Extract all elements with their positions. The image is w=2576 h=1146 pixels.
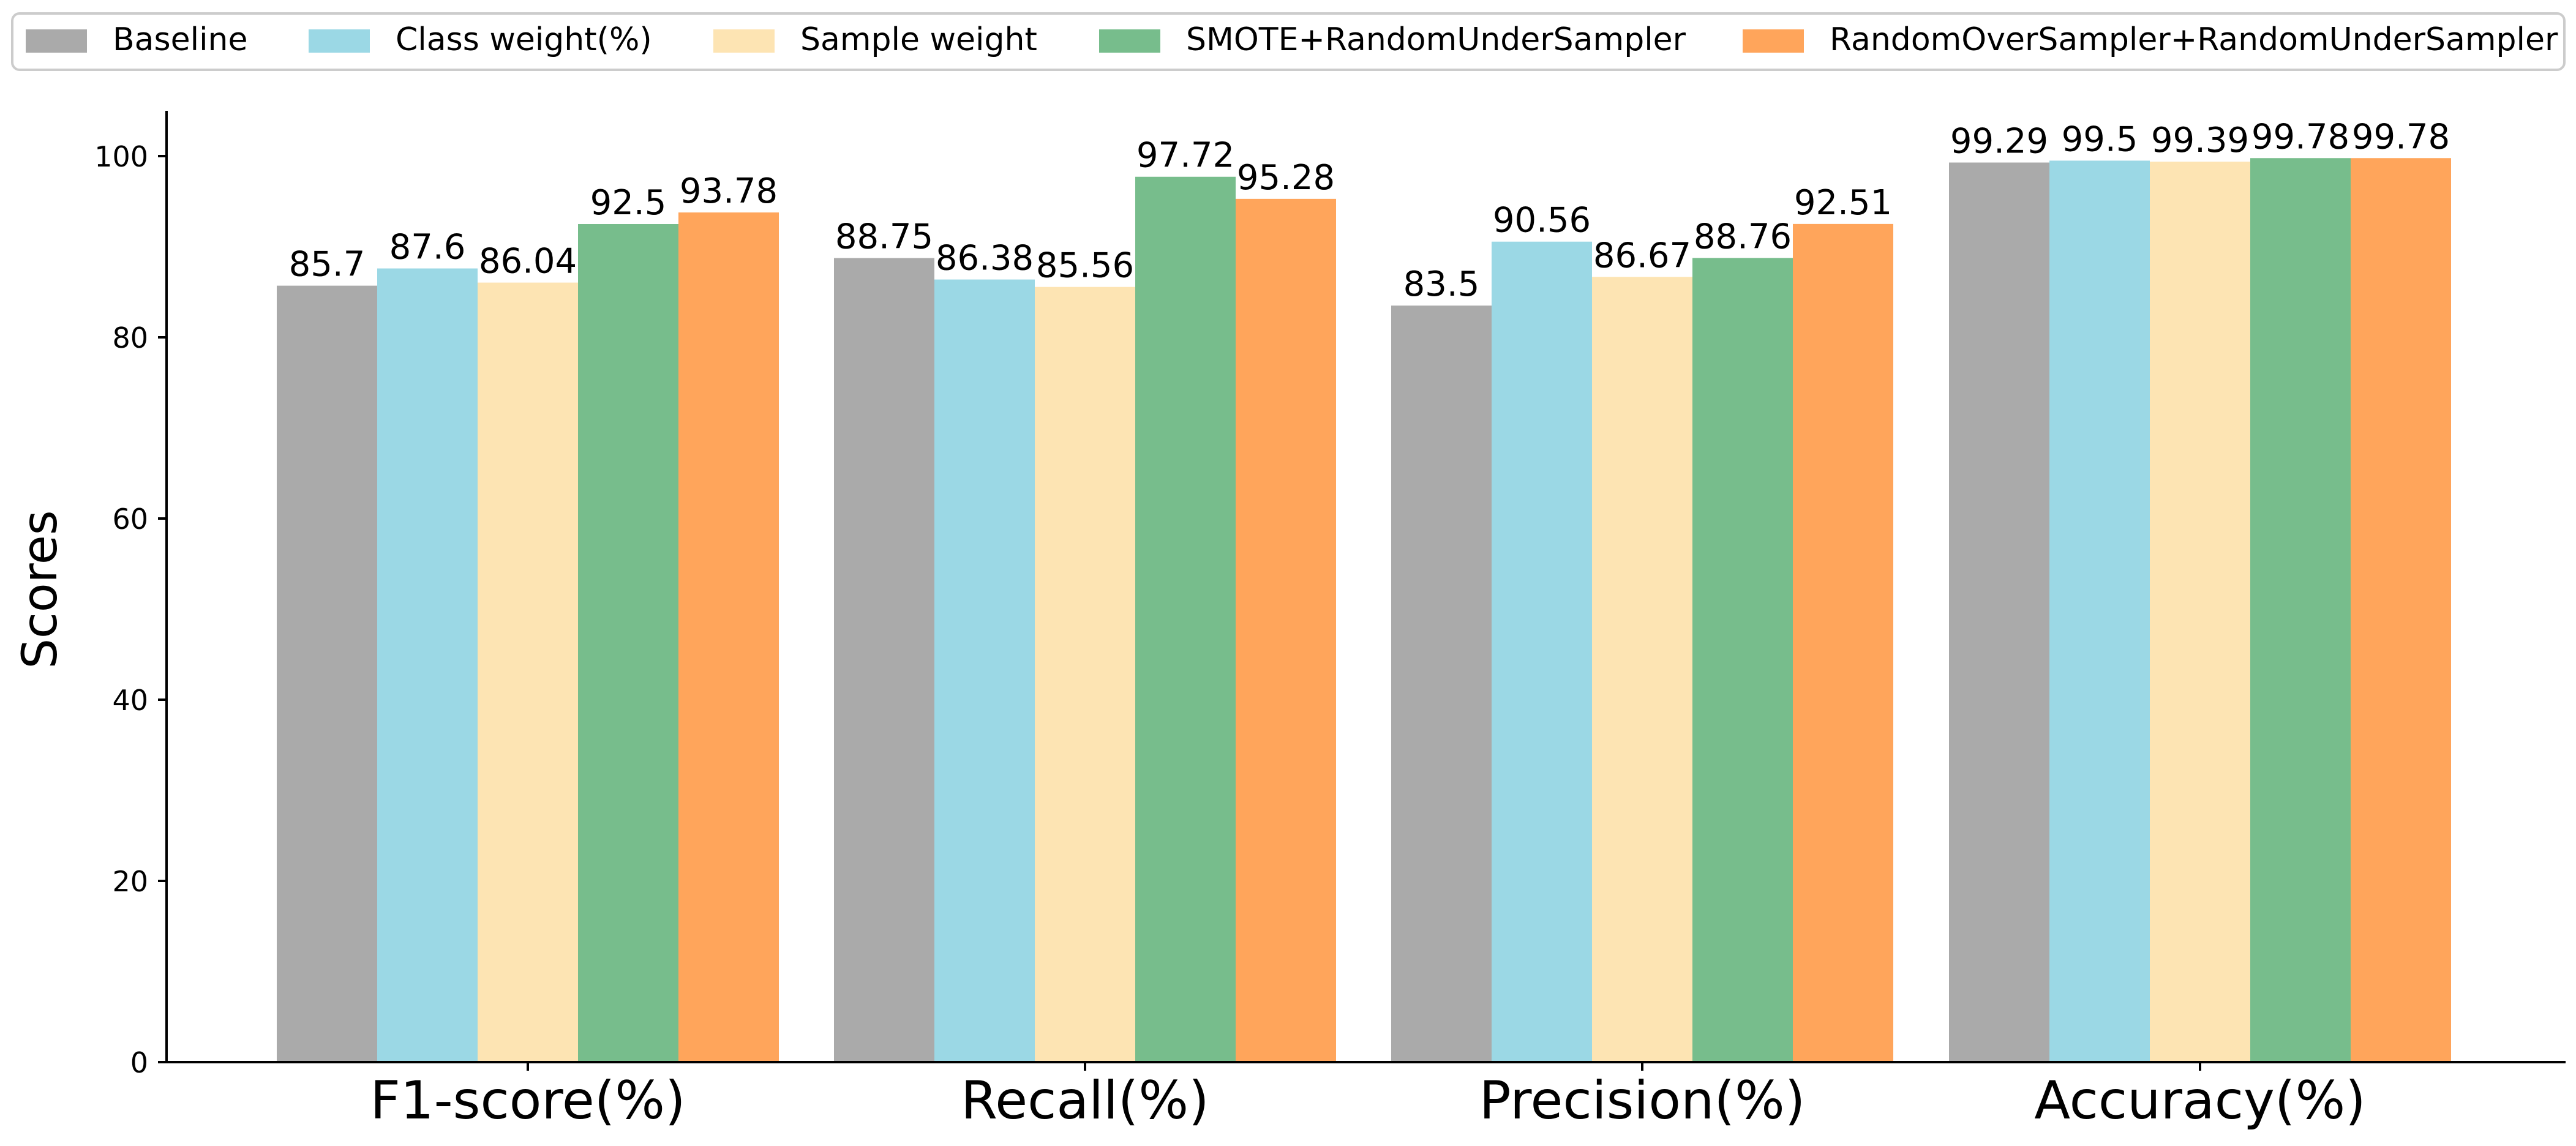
bar-value-label: 99.5 [2062, 119, 2138, 159]
bar-accuracy--0 [1949, 162, 2049, 1062]
bars-group [277, 158, 2451, 1063]
legend-label: Baseline [113, 21, 247, 58]
bar-f1-score--0 [277, 285, 377, 1062]
bar-accuracy--1 [2049, 160, 2150, 1062]
bar-value-label: 97.72 [1136, 136, 1234, 176]
bar-recall--1 [934, 279, 1035, 1063]
legend-swatch [1743, 29, 1804, 53]
bar-value-label: 99.78 [2352, 117, 2450, 157]
y-tick-label: 60 [112, 503, 148, 536]
bar-value-label: 85.56 [1036, 246, 1134, 286]
y-tick-label: 0 [130, 1046, 148, 1079]
bar-precision--4 [1793, 223, 1893, 1062]
bar-accuracy--3 [2250, 158, 2351, 1063]
bar-value-label: 87.6 [389, 228, 466, 268]
bar-value-label: 90.56 [1493, 201, 1591, 241]
bar-value-label: 86.38 [936, 239, 1034, 279]
legend: Baseline Class weight(%) Sample weight SMOT… [11, 12, 2566, 71]
y-tick-label: 80 [112, 321, 148, 354]
x-tick-label: Recall(%) [961, 1070, 1209, 1131]
legend-swatch [713, 29, 775, 53]
bar-value-label: 83.5 [1403, 264, 1480, 304]
bar-recall--2 [1035, 286, 1135, 1062]
bar-value-label: 86.04 [479, 242, 577, 282]
bar-f1-score--1 [377, 268, 478, 1062]
x-tick-label: Accuracy(%) [2034, 1070, 2365, 1131]
legend-swatch [1099, 29, 1160, 53]
x-tick-label: F1-score(%) [370, 1070, 685, 1131]
bar-value-label: 85.7 [289, 245, 366, 285]
bar-value-label: 99.29 [1950, 122, 2048, 162]
bar-recall--0 [834, 258, 934, 1062]
legend-swatch [309, 29, 370, 53]
bar-f1-score--3 [578, 224, 678, 1062]
y-tick-label: 40 [112, 684, 148, 717]
legend-label: Sample weight [800, 21, 1037, 58]
bar-value-label: 92.5 [590, 183, 667, 223]
bar-value-label: 92.51 [1794, 183, 1892, 223]
legend-swatch [26, 29, 87, 53]
bar-value-label: 99.39 [2151, 121, 2249, 160]
bar-value-label: 88.76 [1694, 217, 1792, 257]
bar-value-label: 88.75 [835, 217, 933, 257]
legend-label: SMOTE+RandomUnderSampler [1186, 21, 1686, 58]
bar-precision--2 [1592, 277, 1692, 1063]
bar-value-label: 95.28 [1237, 158, 1335, 198]
bar-value-label: 99.78 [2251, 117, 2349, 157]
y-axis-label: Scores [13, 510, 68, 668]
bar-value-label: 93.78 [680, 171, 778, 211]
axes-group: F1-score(%) Recall(%) Precision(%) Accuracy… [94, 111, 2566, 1131]
bar-precision--1 [1492, 241, 1592, 1062]
bar-recall--3 [1135, 176, 1236, 1062]
bar-f1-score--4 [678, 212, 779, 1062]
legend-frame [11, 12, 2566, 71]
bar-recall--4 [1236, 198, 1336, 1063]
legend-label: Class weight(%) [396, 21, 652, 58]
bar-f1-score--2 [478, 282, 578, 1062]
x-tick-label: Precision(%) [1479, 1070, 1806, 1131]
legend-label: RandomOverSampler+RandomUnderSampler [1830, 21, 2558, 58]
y-tick-label: 20 [112, 865, 148, 898]
y-tick-label: 100 [94, 140, 148, 173]
bar-accuracy--2 [2150, 162, 2250, 1062]
bar-precision--0 [1391, 305, 1492, 1063]
bar-value-label: 86.67 [1593, 236, 1691, 275]
bar-accuracy--4 [2351, 158, 2451, 1063]
bar-precision--3 [1692, 258, 1793, 1062]
